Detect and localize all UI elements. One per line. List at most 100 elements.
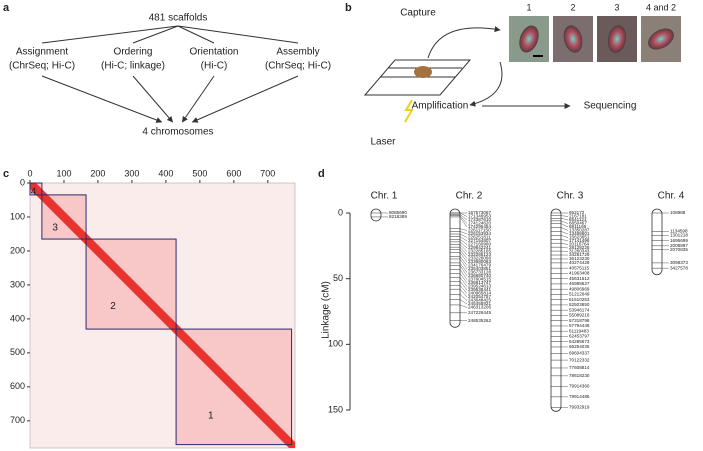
marker-connector <box>560 227 569 231</box>
marker-connector <box>459 241 468 249</box>
marker-connector <box>459 265 468 277</box>
marker-label: 226117150 <box>468 228 491 233</box>
marker-label: 69604337 <box>569 351 590 356</box>
y-tick-label: 200 <box>10 245 25 255</box>
marker-label: 61119483 <box>569 328 589 333</box>
marker-label: 70122332 <box>569 357 590 362</box>
block-box <box>175 328 293 446</box>
marker-label: 55089216 <box>569 313 590 318</box>
marker-label: 236880740 <box>468 273 491 278</box>
marker-label: 15623651 <box>569 235 590 240</box>
marker-connector <box>459 252 468 263</box>
block-label: 3 <box>52 223 58 234</box>
marker-connector <box>459 277 468 287</box>
marker-label: 8811166 <box>569 224 587 229</box>
marker-label: 52503650 <box>569 302 590 307</box>
marker-label: 2008897 <box>670 243 688 248</box>
marker-label: 13350287 <box>569 228 590 233</box>
y-tick-label: 500 <box>10 347 25 357</box>
marker-connector <box>459 239 468 245</box>
marker-connector <box>459 236 468 242</box>
marker-connector <box>560 220 569 224</box>
laser-label: Laser <box>370 137 396 148</box>
marker-connector <box>459 231 468 235</box>
step-detail: (ChrSeq; Hi-C) <box>9 61 75 72</box>
marker-label: 167573067 <box>468 210 491 215</box>
marker-label: 79914360 <box>569 384 590 389</box>
marker-label: 1301218 <box>670 233 688 238</box>
y-tick-label: 400 <box>10 313 25 323</box>
marker-label: 36123230 <box>569 256 590 261</box>
marker-label: 239538441 <box>468 287 491 292</box>
step-title: Ordering <box>114 47 153 58</box>
marker-label: 40575115 <box>569 265 590 270</box>
chromosome-name: Chr. 2 <box>456 191 483 202</box>
marker-label: 77608814 <box>569 365 590 370</box>
arrow <box>41 75 163 123</box>
edge <box>132 25 179 44</box>
marker-connector <box>459 273 468 284</box>
panel-d: d Linkage (cM) 0 50 100 150 Chr. 1 8085690821… <box>318 168 688 414</box>
marker-label: 236733128 <box>468 270 491 275</box>
marker-label: 51510253 <box>569 297 590 302</box>
capture-label: Capture <box>400 8 436 19</box>
marker-label: 79914486 <box>569 394 590 399</box>
marker-connector <box>459 215 468 224</box>
marker-connector <box>459 214 468 221</box>
y-tick-label: 0 <box>338 207 343 217</box>
marker-label: 229842241 <box>468 245 491 250</box>
marker-label: 79932919 <box>569 405 590 410</box>
panel-label: b <box>345 2 352 14</box>
marker-connector <box>560 215 569 217</box>
marker-connector <box>459 244 468 252</box>
x-tick-label: 0 <box>27 168 32 178</box>
marker-connector <box>560 235 569 238</box>
marker-label: 232285165 <box>468 249 491 254</box>
arrow <box>181 75 215 123</box>
marker-label: 57794448 <box>569 323 590 328</box>
marker-connector <box>560 231 569 235</box>
step-title: Orientation <box>190 47 239 58</box>
block-label: 1 <box>208 410 214 421</box>
y-tick-label: 0 <box>20 177 25 187</box>
marker-connector <box>459 249 468 259</box>
y-tick-label: 700 <box>10 415 25 425</box>
marker-label: 45631512 <box>569 276 590 281</box>
arrow <box>191 75 299 123</box>
step-detail: (Hi-C; linkage) <box>101 61 165 72</box>
marker-label: 41963408 <box>569 271 590 276</box>
panel-label: c <box>3 168 9 180</box>
marker-connector <box>459 256 468 266</box>
marker-label: 31260343 <box>569 249 590 254</box>
block-label: 4 <box>31 187 37 198</box>
marker-connector <box>560 218 569 221</box>
node-top: 481 scaffolds <box>149 13 208 24</box>
marker-connector <box>459 212 468 217</box>
marker-label: 53946174 <box>569 307 590 312</box>
step-detail: (ChrSeq; Hi-C) <box>265 61 331 72</box>
marker-label: 46988627 <box>569 281 590 286</box>
marker-label: 51212649 <box>569 292 590 297</box>
y-tick-label: 100 <box>328 339 343 349</box>
marker-label: 49806969 <box>569 286 590 291</box>
marker-label: 64285673 <box>569 339 590 344</box>
marker-connector <box>560 239 569 242</box>
marker-label: 227160960 <box>468 242 491 247</box>
marker-label: 2167181 <box>569 214 587 219</box>
marker-label: 57318798 <box>569 318 590 323</box>
marker-label: 233680083 <box>468 259 491 264</box>
marker-label: 174124620 <box>468 221 491 226</box>
marker-label: 233226066 <box>468 256 491 261</box>
panel-b: b Laser Capture Amplification Sequencing… <box>345 2 681 148</box>
marker-label: 40274428 <box>569 260 590 265</box>
chromosome <box>651 208 663 276</box>
marker-label: 242054757 <box>468 294 491 299</box>
marker-label: 8085690 <box>389 210 407 215</box>
marker-label: 248535262 <box>468 318 491 323</box>
x-tick-label: 300 <box>124 168 139 178</box>
marker-label: 227154807 <box>468 238 491 243</box>
amplification-label: Amplification <box>412 101 469 112</box>
marker-connector <box>459 216 468 228</box>
block-box <box>29 182 43 196</box>
marker-label: 237604515 <box>468 277 491 282</box>
